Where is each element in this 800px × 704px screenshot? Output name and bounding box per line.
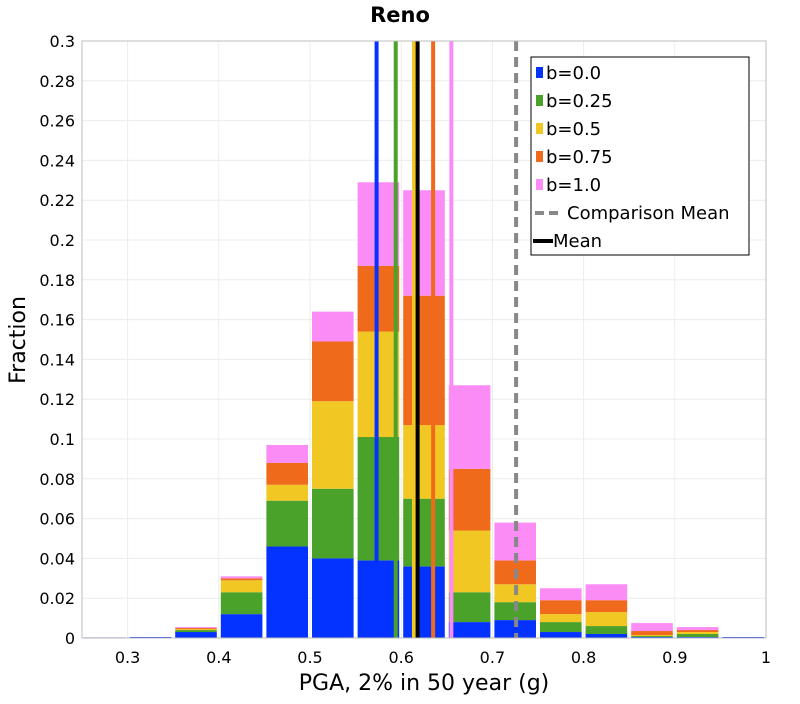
y-tick-label: 0 [65,629,75,648]
legend-swatch [536,151,543,162]
bar-segment [585,612,628,627]
legend-label: b=0.75 [546,147,613,168]
bar-segment [312,401,354,489]
bar-segment [220,576,263,579]
bar-segment [266,484,308,501]
bar-segment [448,622,491,638]
bar-segment [540,588,582,601]
bar-segment [266,546,308,638]
legend-label: b=0.25 [546,91,613,112]
bar-segment [448,385,491,469]
bar-segment [220,580,263,593]
y-tick-label: 0.3 [50,32,75,51]
legend-label: b=0.0 [546,63,601,84]
y-tick-label: 0.02 [39,589,75,608]
y-tick-label: 0.06 [39,510,75,529]
y-axis-label: Fraction [6,296,31,384]
bar-segment [403,190,445,296]
bar-segment [631,635,673,637]
x-axis-label: PGA, 2% in 50 year (g) [299,671,550,696]
bar-segment [175,627,217,629]
bar-segment [540,614,582,623]
legend-swatch [536,95,543,106]
x-tick-label: 0.7 [480,648,505,667]
bar-segment [676,634,719,638]
bar-segment [585,600,628,613]
bar-segment [403,498,445,567]
bar-segment [448,592,491,623]
bar-segment [585,626,628,635]
y-tick-label: 0.22 [39,191,75,210]
chart-title: Reno [370,3,430,27]
x-tick-label: 0.9 [662,648,687,667]
y-tick-label: 0.08 [39,470,75,489]
plot-border [81,40,767,639]
x-tick-label: 0.8 [571,648,596,667]
bar-segment [175,629,217,631]
tick-labels: 0 0.02 0.04 0.06 0.08 0.1 0.12 0.14 0.16 0.18 0.2 0… [39,32,771,667]
bar-segment [220,614,263,638]
x-tick-label: 0.3 [115,648,140,667]
bar-segment [494,602,536,621]
plot-area: 0 0.02 0.04 0.06 0.08 0.1 0.12 0.14 0.16 0.18 0.2 0… [39,32,771,667]
bar-segment [312,311,354,342]
bar-segment [175,632,217,638]
bar-segment [676,627,719,631]
bar-segment [676,632,719,635]
bar-segment [175,628,217,630]
bar-segment [676,630,719,633]
y-tick-label: 0.28 [39,72,75,91]
y-tick-label: 0.12 [39,390,75,409]
y-tick-label: 0.26 [39,112,75,131]
bar-segment [312,341,354,402]
bar-segment [220,578,263,581]
bar-segment [585,584,628,601]
legend-swatch [536,179,543,190]
bar-segment [540,622,582,633]
x-tick-label: 0.5 [297,648,322,667]
x-tick-label: 0.4 [206,648,231,667]
bar-segment [220,592,263,615]
bar-segment [540,632,582,638]
y-tick-label: 0.14 [39,350,75,369]
bar-segment [448,468,491,531]
bar-segment [631,636,673,638]
legend-label: b=0.5 [546,119,601,140]
bar-segment [403,566,445,638]
bar-segment [312,558,354,638]
bar-segment [266,444,308,463]
bar-segment [631,631,673,636]
bar-segment [175,630,217,633]
y-tick-label: 0.24 [39,151,75,170]
x-tick-label: 1 [761,648,771,667]
legend-label: Comparison Mean [567,203,730,224]
bar-segment [403,295,445,426]
bar-segment [448,530,491,593]
legend-swatch [536,67,543,78]
y-tick-label: 0.2 [50,231,75,250]
bar-segment [312,488,354,559]
bar-segment [631,623,673,632]
bar-segment [266,462,308,485]
y-tick-label: 0.04 [39,549,75,568]
y-tick-label: 0.1 [50,430,75,449]
y-tick-label: 0.18 [39,271,75,290]
y-tick-label: 0.16 [39,311,75,330]
bar-segment [540,600,582,615]
legend-swatch [536,123,543,134]
legend: b=0.0 b=0.25 b=0.5 b=0.75 b=1.0 Comparison Me… [530,56,750,256]
bar-segment [266,500,308,547]
bar-segment [494,620,536,638]
legend-label: Mean [553,231,602,252]
bar-segment [585,634,628,638]
legend-box [530,56,750,256]
x-tick-label: 0.6 [388,648,413,667]
mean-lines [374,41,519,638]
legend-label: b=1.0 [546,175,601,196]
bar-segment [403,425,445,499]
